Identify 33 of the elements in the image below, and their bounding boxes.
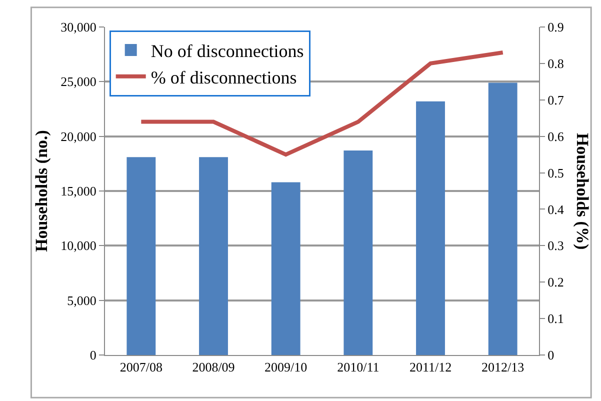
x-tick-label: 2008/09 — [192, 360, 235, 375]
bar — [126, 157, 156, 355]
y2-axis-title: Households (%) — [573, 132, 592, 250]
y-tick-label: 20,000 — [60, 128, 96, 144]
bar — [416, 101, 445, 355]
y-tick-label: 10,000 — [60, 238, 96, 254]
y2-tick-label: 0.2 — [548, 274, 564, 290]
x-tick-label: 2010/11 — [337, 360, 380, 375]
legend-label: No of disconnections — [150, 41, 304, 61]
y2-tick-label: 0.7 — [548, 92, 564, 108]
bar — [344, 150, 373, 355]
bar — [488, 82, 518, 355]
y2-tick-label: 0.3 — [548, 238, 564, 254]
y2-tick-label: 0.4 — [548, 202, 564, 217]
y2-tick-label: 0.8 — [548, 56, 564, 71]
y2-tick-label: 0.5 — [548, 165, 564, 180]
x-tick-label: 2009/10 — [264, 360, 308, 375]
y2-tick-label: 0.1 — [548, 311, 564, 326]
y-tick-label: 25,000 — [60, 74, 96, 90]
y-tick-label: 0 — [90, 348, 96, 363]
bar — [199, 157, 228, 355]
y2-tick-label: 0.9 — [548, 20, 564, 35]
bar — [271, 182, 300, 355]
y-tick-label: 5,000 — [67, 292, 96, 308]
x-tick-label: 2011/12 — [409, 360, 452, 375]
y-axis-title: Households (no.) — [32, 130, 52, 252]
x-tick-label: 2012/13 — [482, 360, 524, 375]
y-tick-label: 15,000 — [60, 184, 96, 199]
legend-label: % of disconnections — [150, 67, 297, 88]
x-tick-label: 2007/08 — [120, 360, 162, 375]
y2-tick-label: 0 — [548, 348, 554, 363]
y2-tick-label: 0.6 — [548, 128, 564, 144]
y-tick-label: 30,000 — [60, 20, 96, 35]
